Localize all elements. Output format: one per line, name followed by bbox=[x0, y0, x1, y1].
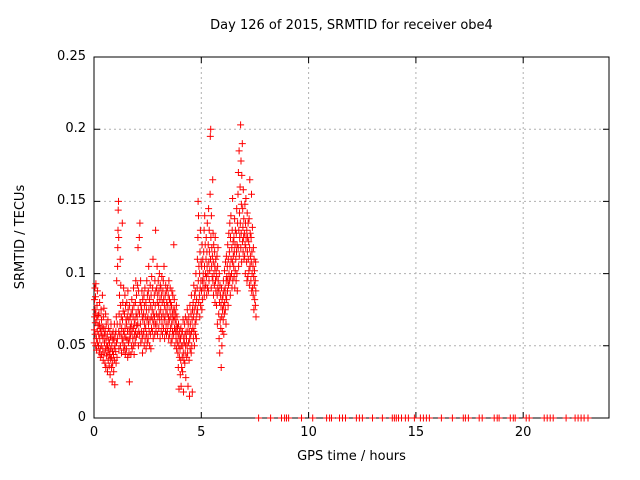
y-tick-label: 0.05 bbox=[57, 337, 86, 353]
scatter-points-SRMTID bbox=[90, 121, 592, 422]
y-tick-label: 0.25 bbox=[57, 49, 86, 64]
x-tick-label: 5 bbox=[197, 425, 206, 440]
x-axis-label: GPS time / hours bbox=[297, 449, 406, 464]
grid-lines bbox=[93, 56, 609, 419]
y-tick-label: 0 bbox=[77, 410, 86, 425]
y-tick-label: 0.15 bbox=[57, 193, 86, 209]
x-tick-label: 10 bbox=[300, 425, 317, 440]
y-tick-label: 0.2 bbox=[65, 121, 86, 137]
axis-ticks bbox=[93, 56, 609, 419]
y-tick-label: 0.1 bbox=[65, 265, 86, 281]
y-axis-label: SRMTID / TECUs bbox=[13, 184, 28, 290]
chart-title: Day 126 of 2015, SRMTID for receiver obe… bbox=[210, 18, 493, 33]
x-tick-label: 15 bbox=[407, 425, 425, 440]
x-tick-label: 0 bbox=[89, 425, 99, 440]
x-tick-label: 20 bbox=[514, 425, 532, 440]
plot-border bbox=[93, 56, 610, 419]
